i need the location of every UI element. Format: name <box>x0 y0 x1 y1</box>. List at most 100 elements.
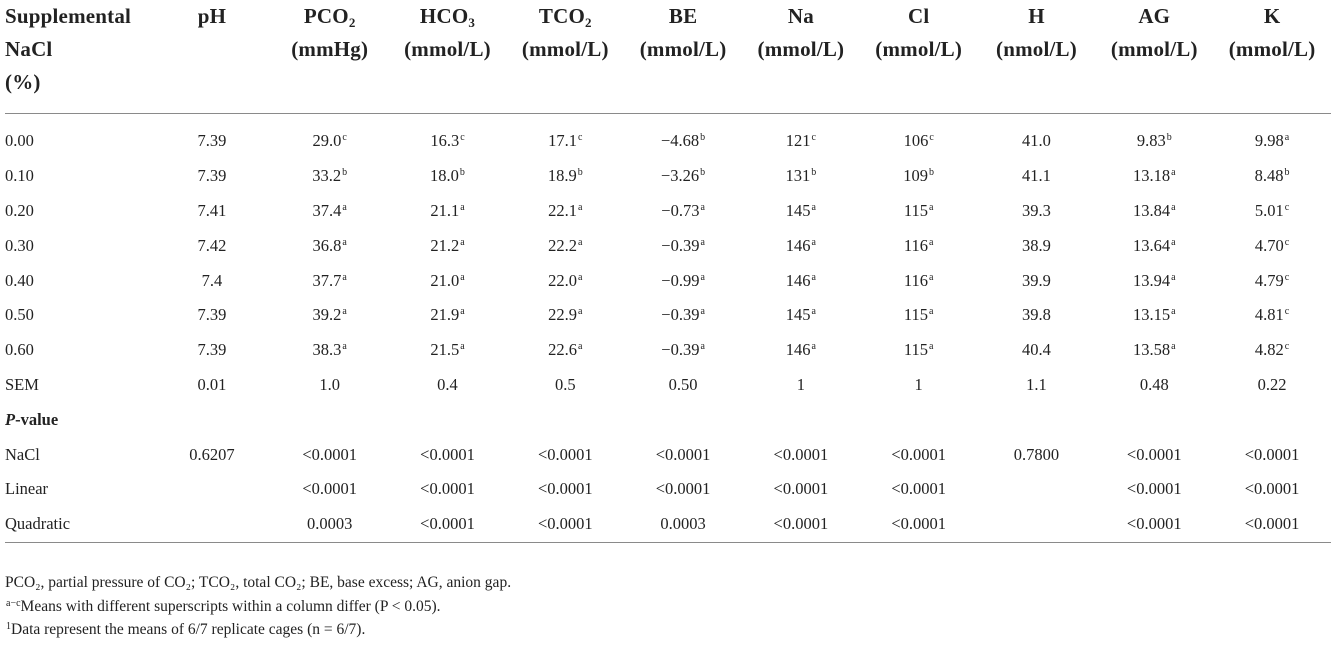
cell-value: 22.6 <box>548 340 577 360</box>
row-label: SEM <box>5 374 39 394</box>
table-row: SEM 0.01 1.0 0.4 0.5 0.50 1 1 1.1 0.48 0.22 <box>5 368 1331 403</box>
cell-value: 9.98 <box>1254 131 1284 151</box>
table-row: 0.20 7.41 37.4a 21.1a 22.1a −0.73a 145a 115a 39.… <box>5 194 1331 229</box>
cell-value: 115 <box>903 305 929 325</box>
cell-superscript: a <box>1171 236 1176 248</box>
column-unit: (mmol/L) <box>639 37 727 61</box>
cell-value: 0.4 <box>437 374 458 394</box>
row-label: NaCl <box>5 444 40 464</box>
cell-superscript: a <box>811 201 816 213</box>
cell-value: 146 <box>785 270 811 290</box>
cell-superscript: a <box>1284 132 1290 144</box>
cell-value: 1.0 <box>319 374 340 394</box>
table-cell: 13.58a <box>1095 333 1213 368</box>
table-cell: 146a <box>742 263 860 298</box>
pvalue-cell: <0.0001 <box>537 444 593 464</box>
table-cell: 115a <box>860 298 978 333</box>
column-unit: (nmol/L) <box>996 37 1077 61</box>
column-name: BE <box>668 4 698 28</box>
cell-value: 9.83 <box>1136 131 1166 151</box>
cell-superscript: a <box>811 341 816 353</box>
column-unit: (mmol/L) <box>521 37 609 61</box>
pvalue-cell: <0.0001 <box>302 444 358 464</box>
column-header: H (nmol/L) <box>977 0 1096 114</box>
column-name: PCO <box>303 4 349 28</box>
table-cell: −0.73a <box>624 194 742 229</box>
table-cell: 36.8a <box>271 228 389 263</box>
cell-value: 18.0 <box>430 166 459 186</box>
cell-value: 22.9 <box>548 305 577 325</box>
table-row: 0.00 7.39 29.0c 16.3c 17.1c −4.68b 121c 106c 41.… <box>5 124 1331 159</box>
spacer-row <box>5 114 1331 125</box>
column-unit: (mmol/L) <box>1110 37 1198 61</box>
column-name: K <box>1263 4 1281 28</box>
cell-superscript: a <box>1171 201 1176 213</box>
cell-value: 7.42 <box>197 235 227 255</box>
cell-value: 7.41 <box>197 200 227 220</box>
footnote-replicates-text: Data represent the means of 6/7 replicat… <box>11 621 366 638</box>
table-cell: 0.22 <box>1213 368 1331 403</box>
cell-value: 21.9 <box>430 305 460 325</box>
table-cell: 146a <box>742 333 860 368</box>
table-cell: 13.15a <box>1095 298 1213 333</box>
pvalue-cell: <0.0001 <box>773 444 829 464</box>
column-name: AG <box>1138 4 1171 28</box>
cell-superscript: a <box>460 341 465 353</box>
table-cell: 13.64a <box>1095 228 1213 263</box>
cell-value: 145 <box>785 200 811 220</box>
table-cell: 21.1a <box>389 194 507 229</box>
pvalue-title-rest: -value <box>15 409 59 429</box>
cell-value: 17.1 <box>548 131 577 151</box>
row-label: 0.60 <box>5 340 34 360</box>
cell-value: 22.1 <box>548 200 577 220</box>
cell-value: 145 <box>785 305 811 325</box>
table-row: 0.40 7.4 37.7a 21.0a 22.0a −0.99a 146a 116a 39.9… <box>5 263 1331 298</box>
table-cell: 109b <box>860 159 978 194</box>
table-cell: 0.48 <box>1095 368 1213 403</box>
row-label: 0.40 <box>5 270 34 290</box>
column-name: HCO <box>419 4 469 28</box>
cell-value: 131 <box>785 166 811 186</box>
cell-value: 13.64 <box>1132 235 1171 255</box>
column-header: Na (mmol/L) <box>741 0 860 114</box>
cell-superscript: a <box>929 341 934 353</box>
table-cell: 115a <box>860 194 978 229</box>
cell-superscript: a <box>1171 167 1176 179</box>
table-cell: 21.2a <box>389 228 507 263</box>
table-cell: −0.99a <box>624 263 742 298</box>
spacer-cell <box>5 114 1331 125</box>
table-cell: 7.39 <box>153 333 271 368</box>
pvalue-cell: <0.0001 <box>1095 506 1214 543</box>
table-row: 0.50 7.39 39.2a 21.9a 22.9a −0.39a 145a 115a 39.… <box>5 298 1331 333</box>
table-cell: 38.3a <box>271 333 389 368</box>
cell-value: 0.01 <box>197 374 227 394</box>
table-cell: 7.39 <box>153 298 271 333</box>
table-cell: −0.39a <box>624 298 742 333</box>
cell-value: 1 <box>796 374 805 394</box>
cell-superscript: a <box>811 236 816 248</box>
cell-superscript: c <box>811 132 816 144</box>
cell-value: 22.0 <box>548 270 577 290</box>
cell-value: 7.39 <box>197 131 227 151</box>
row-label: 0.30 <box>5 235 34 255</box>
cell-value: 13.18 <box>1132 166 1171 186</box>
column-unit: (mmHg) <box>291 37 369 61</box>
pvalue-section-title: P-value <box>5 402 1331 437</box>
column-header: PCO2 (mmHg) <box>270 0 389 114</box>
cell-superscript: a <box>700 201 705 213</box>
footnote-sup: 1 <box>6 621 11 632</box>
cell-superscript: a <box>578 271 583 283</box>
table-cell: 116a <box>860 228 978 263</box>
cell-superscript: a <box>460 271 465 283</box>
table-cell: 115a <box>860 333 978 368</box>
cell-value: 5.01 <box>1254 200 1284 220</box>
cell-superscript: a <box>1171 271 1176 283</box>
cell-value: 22.2 <box>548 235 577 255</box>
stub-header: Supplemental NaCl (%) <box>5 0 153 114</box>
table-cell: 116a <box>860 263 978 298</box>
pvalue-row: Quadratic 0.0003 <0.0001 <0.0001 0.0003 <0.00… <box>5 506 1331 543</box>
cell-value: 39.2 <box>312 305 342 325</box>
cell-value: −0.39 <box>661 340 700 360</box>
pvalue-cell: 0.0003 <box>270 506 389 543</box>
cell-value: 0.5 <box>554 374 576 394</box>
